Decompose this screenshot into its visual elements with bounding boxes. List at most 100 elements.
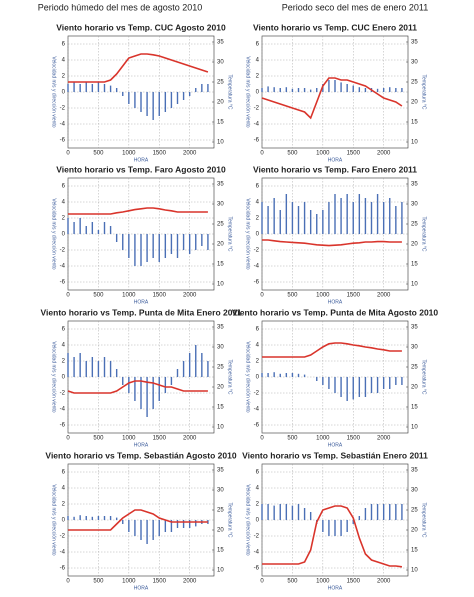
y-tick-label: 0 (256, 518, 260, 524)
panel-title: Viento horario vs Temp. Faro Enero 2011 (253, 164, 417, 174)
x-tick-label: 1500 (153, 151, 167, 157)
y-tick-label: -6 (254, 280, 260, 286)
x-tick-label: 1500 (347, 151, 361, 157)
x-tick-label: 2000 (377, 151, 391, 157)
x-tick-label: 2000 (377, 436, 391, 442)
y2-axis-label: Temperatura °C (421, 502, 427, 537)
x-axis-label: HORA (134, 585, 149, 591)
y2-tick-label: 30 (411, 60, 418, 66)
y-tick-label: -6 (60, 280, 66, 286)
y2-tick-label: 30 (411, 345, 418, 351)
x-tick-label: 500 (93, 293, 104, 299)
column-title: Periodo seco del mes de enero 2011 (282, 2, 428, 12)
y-tick-label: 6 (62, 327, 66, 333)
y-tick-label: -2 (60, 106, 66, 112)
y-tick-label: -2 (60, 534, 66, 540)
y-tick-label: 2 (256, 502, 260, 508)
y2-tick-label: 15 (411, 120, 418, 126)
y-tick-label: -2 (60, 391, 66, 397)
x-tick-label: 0 (66, 293, 70, 299)
y-tick-label: 6 (62, 470, 66, 476)
x-tick-label: 1000 (316, 436, 330, 442)
y2-tick-label: 35 (217, 325, 224, 331)
y-axis-label: Velocidad m/s y dirección viento (51, 56, 57, 127)
x-tick-label: 1000 (122, 151, 136, 157)
y2-tick-label: 20 (217, 100, 224, 106)
x-tick-label: 1000 (316, 293, 330, 299)
y-tick-label: -6 (254, 423, 260, 429)
x-tick-label: 1500 (347, 579, 361, 585)
y-axis-label: Velocidad m/s y dirección viento (51, 198, 57, 269)
panel-title: Viento horario vs Temp. Faro Agosto 2010 (56, 164, 226, 174)
y2-tick-label: 20 (217, 242, 224, 248)
y2-tick-label: 25 (411, 222, 418, 228)
x-tick-label: 0 (260, 151, 264, 157)
y-tick-label: 2 (256, 216, 260, 222)
y2-tick-label: 30 (217, 488, 224, 494)
y2-tick-label: 35 (217, 182, 224, 188)
x-tick-label: 0 (66, 151, 70, 157)
y2-tick-label: 15 (217, 120, 224, 126)
y2-tick-label: 35 (411, 182, 418, 188)
y2-tick-label: 25 (411, 80, 418, 86)
y-axis-label: Velocidad m/s y dirección viento (245, 484, 251, 555)
x-tick-label: 1500 (153, 436, 167, 442)
x-tick-label: 1000 (122, 436, 136, 442)
x-tick-label: 0 (260, 293, 264, 299)
x-tick-label: 1500 (347, 293, 361, 299)
x-tick-label: 2000 (183, 579, 197, 585)
y-tick-label: -6 (254, 566, 260, 572)
y2-tick-label: 35 (411, 325, 418, 331)
y-tick-label: -2 (60, 248, 66, 254)
x-axis-label: HORA (328, 442, 343, 448)
y2-tick-label: 30 (217, 202, 224, 208)
y-tick-label: 0 (256, 90, 260, 96)
x-tick-label: 1000 (316, 579, 330, 585)
y-tick-label: 4 (62, 486, 66, 492)
temperature-line (68, 509, 208, 531)
y-tick-label: 2 (256, 359, 260, 365)
y-tick-label: -4 (60, 264, 66, 270)
temperature-line (262, 239, 402, 247)
x-tick-label: 500 (93, 151, 104, 157)
y-tick-label: 4 (256, 200, 260, 206)
y-tick-label: 0 (256, 232, 260, 238)
y2-axis-label: Temperatura °C (227, 359, 233, 394)
y2-tick-label: 25 (411, 365, 418, 371)
y2-tick-label: 35 (217, 40, 224, 46)
y-tick-label: 6 (62, 184, 66, 190)
y-tick-label: 2 (62, 359, 66, 365)
y-tick-label: 6 (256, 42, 260, 48)
y-tick-label: 2 (62, 216, 66, 222)
y-tick-label: -4 (60, 407, 66, 413)
y-tick-label: -6 (60, 138, 66, 144)
y2-tick-label: 25 (411, 508, 418, 514)
y2-tick-label: 20 (411, 242, 418, 248)
x-tick-label: 1500 (153, 579, 167, 585)
y-tick-label: 4 (62, 58, 66, 64)
y2-tick-label: 30 (411, 488, 418, 494)
x-tick-label: 2000 (183, 436, 197, 442)
x-tick-label: 500 (287, 151, 298, 157)
y2-tick-label: 35 (411, 40, 418, 46)
y2-tick-label: 35 (411, 468, 418, 474)
y2-axis-label: Temperatura °C (421, 74, 427, 109)
x-tick-label: 0 (260, 579, 264, 585)
y-tick-label: -4 (254, 550, 260, 556)
x-axis-label: HORA (328, 585, 343, 591)
y2-tick-label: 10 (217, 568, 224, 574)
y-tick-label: -2 (254, 391, 260, 397)
y-tick-label: 2 (62, 74, 66, 80)
panel-title: Viento horario vs Temp. Punta de Mita Ag… (232, 307, 439, 317)
x-tick-label: 1500 (347, 436, 361, 442)
y2-tick-label: 10 (411, 568, 418, 574)
temperature-line (67, 380, 208, 394)
y2-tick-label: 25 (217, 222, 224, 228)
y-tick-label: 0 (256, 375, 260, 381)
x-tick-label: 500 (287, 436, 298, 442)
y2-tick-label: 20 (411, 385, 418, 391)
y-tick-label: 0 (62, 232, 66, 238)
y-tick-label: 6 (256, 327, 260, 333)
y-axis-label: Velocidad m/s y dirección viento (245, 56, 251, 127)
